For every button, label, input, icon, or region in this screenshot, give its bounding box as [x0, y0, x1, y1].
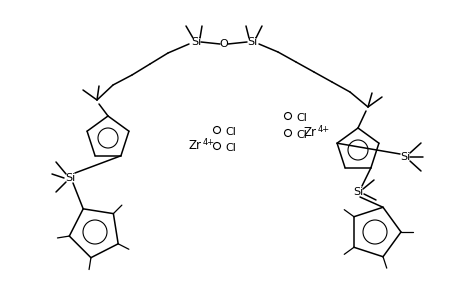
Text: Si: Si [246, 37, 257, 47]
Text: Si: Si [190, 37, 201, 47]
Text: Cl: Cl [224, 143, 235, 153]
Text: 4+: 4+ [202, 137, 215, 146]
Text: Cl: Cl [295, 113, 306, 123]
Text: Zr: Zr [303, 125, 316, 139]
Text: Si: Si [399, 152, 409, 162]
Text: Zr: Zr [188, 139, 201, 152]
Text: Si: Si [352, 187, 362, 197]
Text: Si: Si [65, 173, 75, 183]
Text: Cl: Cl [224, 127, 235, 137]
Text: 4+: 4+ [317, 124, 330, 134]
Text: O: O [219, 39, 228, 49]
Text: Cl: Cl [295, 130, 306, 140]
